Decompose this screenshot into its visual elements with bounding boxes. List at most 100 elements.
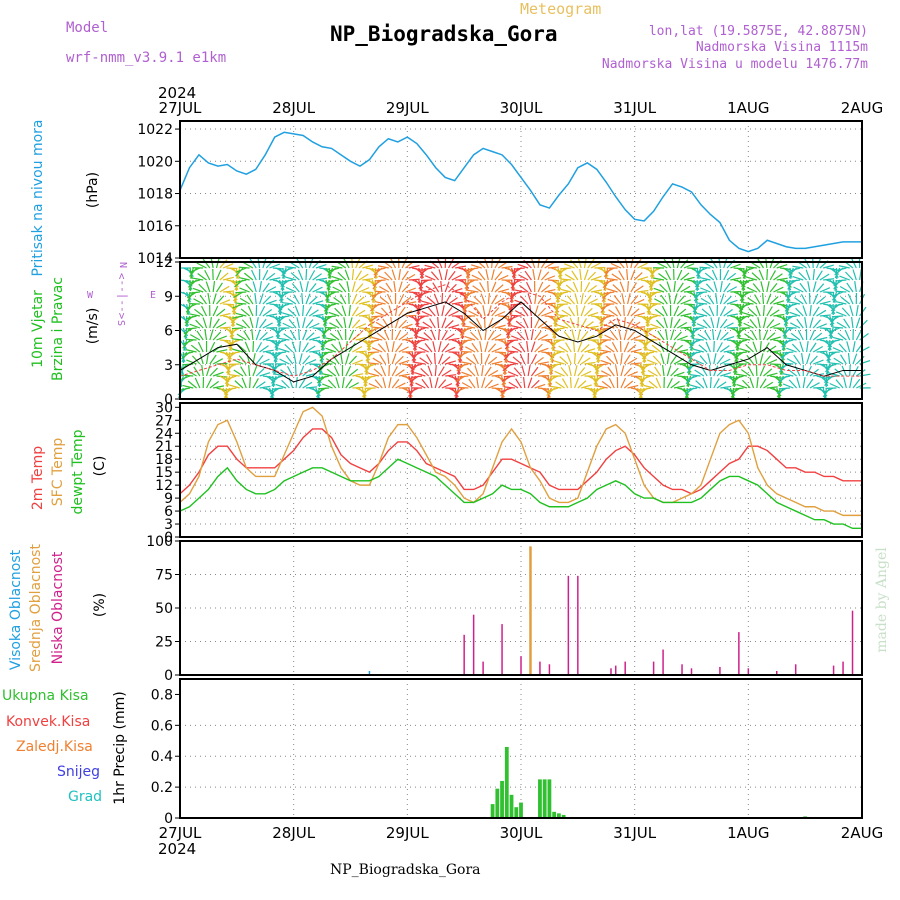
wind-barb [530,379,540,389]
wind-barb [296,258,304,269]
wind-barb [368,382,380,389]
y-tick-label-4-3: 0.6 [151,718,173,734]
y-tick-label-2-4: 12 [155,478,173,494]
wind-barb [838,343,847,353]
wind-barb [776,277,788,281]
wind-barb [252,340,255,353]
wind-barb [188,313,201,317]
wind-barb [361,351,371,361]
wind-barb [196,330,204,341]
wind-barb [358,287,370,293]
precip-ylabel: 1hr Precip (mm) [112,691,128,804]
wind-barb [302,355,311,365]
wind-barb [319,351,327,362]
wind-barb [847,293,854,305]
wind-barb [553,360,565,365]
wind-barb [689,351,701,355]
wind-barb [225,387,237,391]
wind-barb [414,279,424,289]
wind-barb [609,319,619,329]
wind-barb [232,303,244,309]
wind-barb [766,319,775,329]
wind-barb [666,281,672,293]
wind-barb [455,265,467,269]
wind-barb [336,329,343,341]
wind-barb [281,279,293,283]
wind-barb [573,352,576,365]
wind-barb [773,387,782,397]
wind-barb [812,345,824,353]
wind-barb [290,330,297,341]
x-tick-label-top-0: 27JUL [159,99,202,117]
wind-barb [785,303,797,308]
wind-barb [467,300,479,305]
wind-barb [315,375,322,387]
wind-barb [275,327,287,334]
wind-barb [832,347,844,353]
wind-barb [852,353,858,365]
wind-barb [745,343,754,353]
wind-barb [285,286,297,293]
wind-barb [328,267,340,272]
wind-barb [793,286,804,293]
wind-barb [584,307,593,317]
wind-barb [362,264,374,269]
wind-barb [673,293,678,305]
wind-barb [372,357,383,365]
wind-barb [806,378,814,389]
wind-barb [312,273,322,281]
wind-barb [605,345,615,353]
wind-barb [577,380,587,389]
wind-barb [654,366,662,377]
wind-barb [441,330,448,341]
wind-barb [444,281,450,293]
wind-barb [405,274,416,281]
wind-barb [308,296,318,305]
wind-barb [568,365,572,377]
wind-barb [249,376,251,389]
y-tick-label-2-10: 30 [155,400,173,416]
wind-barb [855,317,861,329]
x-tick-label-top-2: 29JUL [386,99,429,117]
wind-barb [686,387,698,391]
wind-barb [423,332,433,341]
wind-barb [497,387,505,398]
wind-barb [507,315,519,321]
wind-barb [265,299,277,305]
wind-barb [800,293,808,305]
wind-barb [647,303,658,309]
wind-barb [419,357,429,365]
wind-barb [657,262,668,269]
wind-barb [822,363,830,374]
wind-barb [465,346,476,353]
wind-barb [231,338,244,341]
precip-bar-0 [490,804,495,818]
wind-barb [225,327,235,337]
wind-barb [782,362,794,365]
wind-barb [633,298,645,305]
wind-barb [534,330,542,341]
wind-barb [556,291,569,295]
wind-barb [513,289,525,293]
wind-barb [183,327,191,338]
wind-barb [182,351,194,356]
wind-barb [216,295,225,305]
wind-barb [491,294,498,305]
wind-barb [371,336,383,341]
wind-barb [580,370,592,377]
wind-barb [299,281,304,293]
wind-barb [437,328,440,341]
wind-barb [769,336,781,341]
wind-unit: (m/s) [85,308,101,345]
wind-barb [547,351,555,362]
y-tick-label-0-3: 1020 [137,154,173,170]
wind-barb [391,353,397,365]
wind-barb [637,375,645,386]
wind-barb [331,343,340,353]
wind-barb [660,353,665,365]
wind-barb [402,337,414,341]
wind-barb [747,366,755,377]
wind-barb [471,342,479,353]
wind-barb [660,294,668,305]
wind-barb [209,341,216,353]
